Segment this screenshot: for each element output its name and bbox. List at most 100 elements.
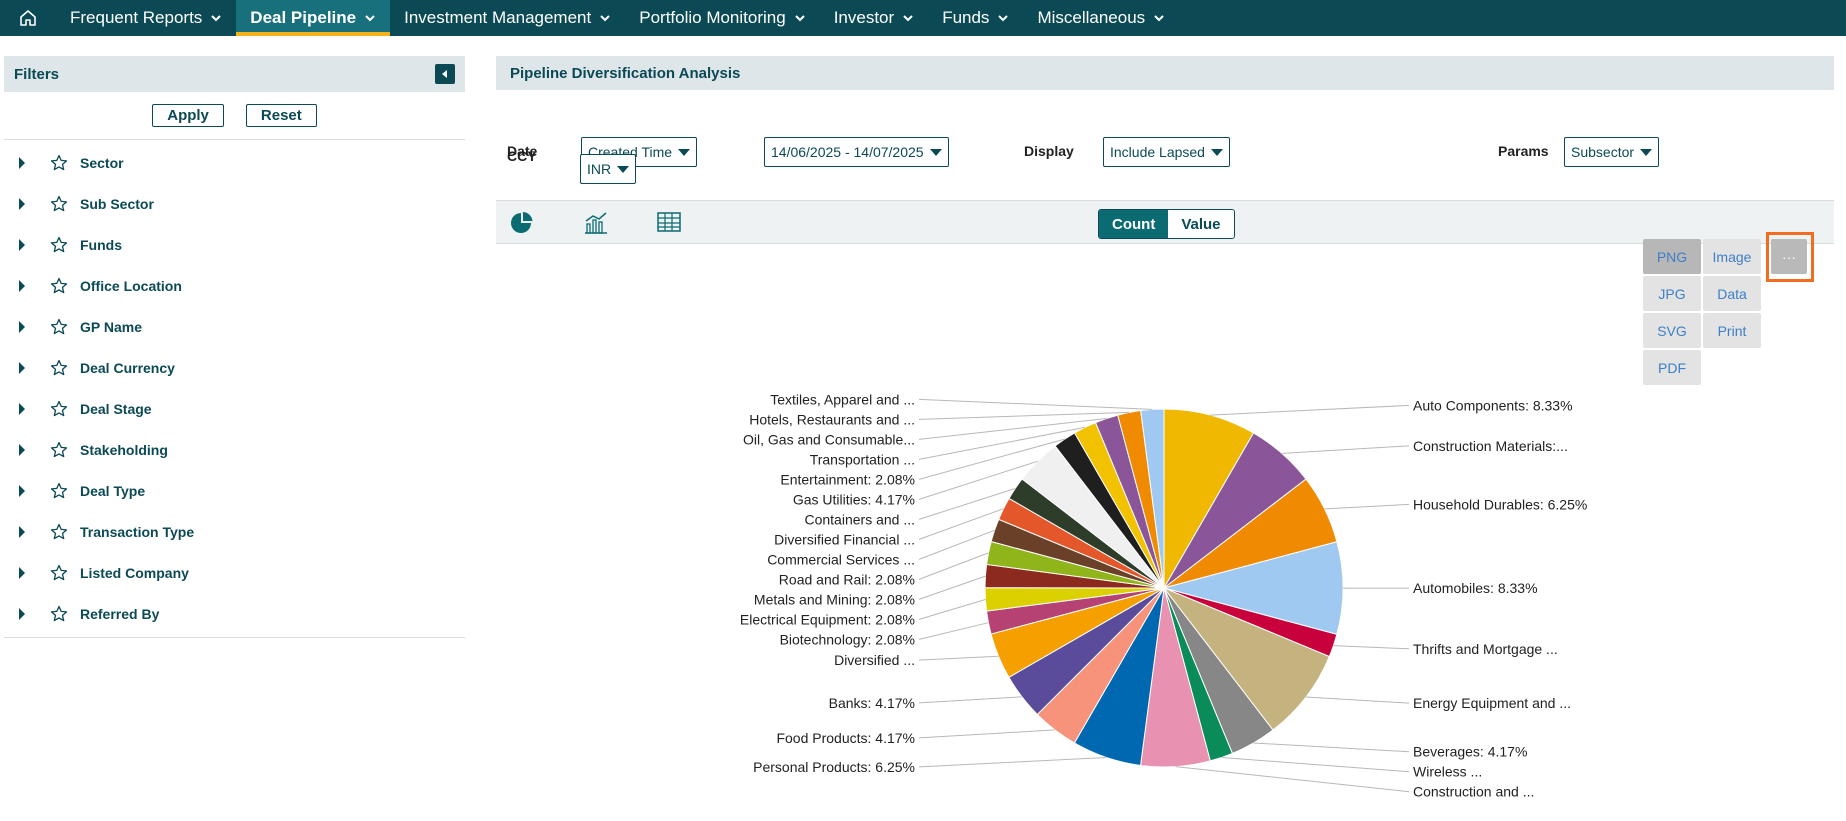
nav-item-label: Deal Pipeline	[250, 8, 357, 27]
params-bar: Date Created Time 14/06/2025 - 14/07/202…	[496, 90, 1834, 170]
star-icon[interactable]	[50, 195, 68, 213]
filter-item-funds[interactable]: Funds	[4, 224, 465, 265]
chevron-down-icon	[365, 15, 375, 22]
export-print-button[interactable]: Print	[1703, 313, 1761, 348]
collapse-filters-button[interactable]	[435, 64, 455, 84]
pie-slice-label: Containers and ...	[804, 511, 915, 527]
filter-item-gp-name[interactable]: GP Name	[4, 306, 465, 347]
filter-item-label: GP Name	[80, 318, 142, 335]
nav-item-investor[interactable]: Investor	[820, 0, 928, 36]
star-icon[interactable]	[50, 441, 68, 459]
filter-item-deal-currency[interactable]: Deal Currency	[4, 347, 465, 388]
filter-item-sector[interactable]: Sector	[4, 142, 465, 183]
caret-right-icon[interactable]	[14, 156, 30, 170]
filter-item-stakeholding[interactable]: Stakeholding	[4, 429, 465, 470]
pie-slice-label: Diversified ...	[834, 652, 915, 668]
params-label: Params	[1498, 143, 1549, 159]
pie-slice-label: Diversified Financial ...	[774, 531, 915, 547]
pie-label-connector	[918, 729, 1055, 739]
apply-button[interactable]: Apply	[152, 104, 224, 127]
caret-right-icon[interactable]	[14, 566, 30, 580]
export-image-button[interactable]: Image	[1703, 239, 1761, 274]
export-png-button[interactable]: PNG	[1643, 239, 1701, 274]
star-icon[interactable]	[50, 605, 68, 623]
pie-label-connector	[918, 599, 986, 620]
pie-label-connector	[918, 757, 1107, 768]
params-select[interactable]: Subsector	[1564, 137, 1660, 167]
reset-button[interactable]: Reset	[245, 104, 317, 127]
export-more-button[interactable]: ···	[1771, 239, 1807, 274]
caret-right-icon[interactable]	[14, 279, 30, 293]
pie-slice-label: Personal Products: 6.25%	[753, 759, 915, 775]
filter-item-transaction-type[interactable]: Transaction Type	[4, 511, 465, 552]
caret-right-icon[interactable]	[14, 484, 30, 498]
pie-slice-label: Entertainment: 2.08%	[780, 471, 915, 487]
value-toggle[interactable]: Value	[1168, 210, 1234, 238]
caret-right-icon[interactable]	[14, 238, 30, 252]
chevron-down-icon	[600, 15, 610, 22]
ccy-label: CCY	[507, 148, 537, 164]
home-button[interactable]	[0, 0, 56, 36]
count-toggle[interactable]: Count	[1099, 210, 1169, 238]
chevron-down-icon	[794, 15, 805, 22]
caret-right-icon[interactable]	[14, 607, 30, 621]
nav-item-portfolio-monitoring[interactable]: Portfolio Monitoring	[625, 0, 819, 36]
star-icon[interactable]	[50, 523, 68, 541]
pie-label-connector	[918, 529, 995, 560]
pie-chart-icon[interactable]	[510, 211, 534, 235]
highlight-box	[1766, 232, 1814, 282]
main-panel: Pipeline Diversification Analysis Date C…	[496, 56, 1834, 244]
pie-slice-label: Hotels, Restaurants and ...	[749, 411, 915, 427]
filter-item-referred-by[interactable]: Referred By	[4, 593, 465, 634]
chevron-down-icon	[998, 15, 1009, 22]
star-icon[interactable]	[50, 318, 68, 336]
export-data-button[interactable]: Data	[1703, 276, 1761, 311]
chevron-down-icon	[211, 15, 222, 22]
nav-item-miscellaneous[interactable]: Miscellaneous	[1023, 0, 1179, 36]
pie-slice-label: Electrical Equipment: 2.08%	[740, 611, 915, 627]
nav-item-investment-management[interactable]: Investment Management	[390, 0, 625, 36]
ccy-select[interactable]: INR	[580, 154, 637, 184]
star-icon[interactable]	[50, 400, 68, 418]
caret-right-icon[interactable]	[14, 525, 30, 539]
display-select[interactable]: Include Lapsed	[1103, 137, 1230, 167]
export-svg-button[interactable]: SVG	[1643, 313, 1701, 348]
star-icon[interactable]	[50, 359, 68, 377]
pie-slice[interactable]	[1162, 586, 1331, 731]
nav-item-deal-pipeline[interactable]: Deal Pipeline	[236, 0, 391, 36]
filter-item-deal-stage[interactable]: Deal Stage	[4, 388, 465, 429]
filter-item-label: Deal Stage	[80, 400, 152, 417]
star-icon[interactable]	[50, 564, 68, 582]
pie-slice-label: Food Products: 4.17%	[776, 730, 915, 746]
pie-slice-label: Thrifts and Mortgage ...	[1413, 641, 1558, 657]
pie-label-connector	[918, 426, 1085, 460]
bar-line-chart-icon[interactable]	[583, 211, 609, 235]
caret-right-icon[interactable]	[14, 320, 30, 334]
pie-label-connector	[1305, 696, 1410, 704]
filter-item-deal-type[interactable]: Deal Type	[4, 470, 465, 511]
caret-right-icon[interactable]	[14, 197, 30, 211]
star-icon[interactable]	[50, 277, 68, 295]
star-icon[interactable]	[50, 236, 68, 254]
export-pdf-button[interactable]: PDF	[1643, 350, 1701, 385]
table-icon[interactable]	[657, 211, 681, 233]
nav-item-frequent-reports[interactable]: Frequent Reports	[56, 0, 236, 36]
filter-item-sub-sector[interactable]: Sub Sector	[4, 183, 465, 224]
pie-slice[interactable]	[1140, 408, 1165, 589]
pie-slice[interactable]	[1162, 541, 1344, 635]
pie-slice-label: Commercial Services ...	[767, 551, 915, 567]
export-jpg-button[interactable]: JPG	[1643, 276, 1701, 311]
chart-area: Auto Components: 8.33% Construction Mater…	[496, 222, 1834, 821]
caret-right-icon[interactable]	[14, 402, 30, 416]
caret-right-icon[interactable]	[14, 361, 30, 375]
star-icon[interactable]	[50, 154, 68, 172]
date-range-select[interactable]: 14/06/2025 - 14/07/2025	[764, 137, 949, 167]
pie-label-connector	[918, 418, 1107, 440]
nav-item-funds[interactable]: Funds	[928, 0, 1023, 36]
star-icon[interactable]	[50, 482, 68, 500]
filter-item-listed-company[interactable]: Listed Company	[4, 552, 465, 593]
filter-item-office-location[interactable]: Office Location	[4, 265, 465, 306]
caret-right-icon[interactable]	[14, 443, 30, 457]
pie-chart: Auto Components: 8.33% Construction Mater…	[740, 391, 1587, 799]
pie-slice-label: Auto Components: 8.33%	[1413, 397, 1573, 413]
